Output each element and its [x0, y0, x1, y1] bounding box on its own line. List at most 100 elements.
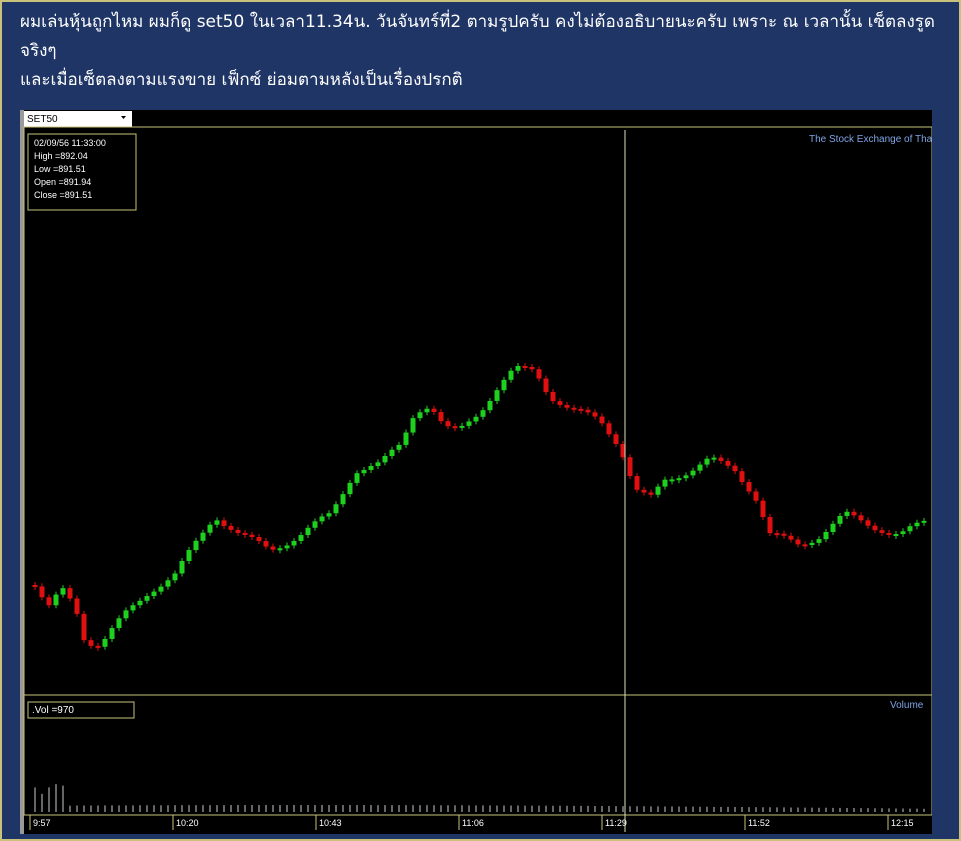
post-line: ผมเล่นหุ้นถูกไหม ผมก็ดู set50 ในเวลา11.3…: [20, 12, 935, 61]
candle: [312, 521, 318, 528]
candle: [620, 443, 626, 458]
candle: [46, 597, 52, 606]
candle: [592, 412, 598, 417]
candle: [732, 465, 738, 472]
candle: [802, 544, 808, 547]
candle: [781, 533, 787, 536]
candle: [599, 416, 605, 424]
candle: [613, 434, 619, 444]
candle: [158, 586, 164, 592]
candle: [907, 526, 913, 532]
candle: [900, 531, 906, 535]
candle: [718, 457, 724, 461]
candle: [662, 479, 668, 487]
candle: [53, 594, 59, 606]
candle: [634, 476, 640, 490]
candle: [865, 520, 871, 526]
post-line: และเมื่อเซ็ตลงตามแรงขาย เฟ็กซ์ ย่อมตามหล…: [20, 70, 463, 90]
candle: [473, 416, 479, 422]
candle: [494, 390, 500, 401]
candle: [354, 473, 360, 483]
candle: [130, 605, 136, 611]
candle: [193, 540, 199, 551]
candle: [39, 586, 45, 598]
info-box: [27, 133, 137, 211]
candle: [627, 457, 633, 477]
candle: [32, 585, 38, 587]
candle: [536, 369, 542, 379]
candle: [109, 628, 115, 639]
candle: [424, 408, 430, 413]
candle: [277, 548, 283, 551]
candle: [746, 482, 752, 492]
candle: [291, 540, 297, 546]
candle: [242, 532, 248, 535]
candle: [81, 613, 87, 641]
candle: [837, 515, 843, 524]
candle: [200, 532, 206, 541]
candle: [676, 478, 682, 481]
candle: [228, 525, 234, 530]
candle: [508, 370, 514, 380]
candle: [641, 489, 647, 493]
candle: [767, 517, 773, 534]
candle: [263, 541, 269, 547]
candle: [879, 530, 885, 533]
candle: [823, 531, 829, 540]
candle: [774, 533, 780, 536]
candle: [249, 534, 255, 538]
watermark: The Stock Exchange of Tha: [809, 134, 932, 145]
candle: [410, 418, 416, 433]
vol-box: [27, 701, 135, 719]
candle: [221, 520, 227, 526]
time-label: 10:43: [319, 818, 342, 828]
vol-info: .Vol =970: [32, 705, 74, 716]
candle: [361, 469, 367, 474]
candle: [102, 638, 108, 647]
candle: [816, 539, 822, 543]
candle: [165, 580, 171, 587]
candle: [270, 546, 276, 550]
candle: [578, 408, 584, 411]
candle: [403, 432, 409, 445]
time-label: 11:29: [605, 818, 627, 828]
candle: [788, 535, 794, 540]
candle: [123, 610, 129, 619]
candle: [697, 464, 703, 471]
candle: [886, 532, 892, 535]
candle: [914, 522, 920, 527]
candle: [305, 527, 311, 536]
candle: [872, 525, 878, 531]
candle: [116, 618, 122, 629]
candle: [389, 449, 395, 457]
symbol: SET50: [27, 114, 58, 125]
symbol-dropdown[interactable]: [24, 111, 132, 127]
candle: [648, 492, 654, 495]
candle: [739, 471, 745, 483]
candle: [186, 550, 192, 562]
candle: [704, 458, 710, 465]
candle: [396, 444, 402, 450]
candle: [683, 475, 689, 479]
time-label: 11:06: [462, 818, 484, 828]
candle: [347, 482, 353, 495]
candle: [459, 425, 465, 428]
candle: [809, 542, 815, 546]
volume-title: Volume: [890, 700, 924, 711]
time-label: 11:52: [748, 818, 770, 828]
candle: [60, 588, 66, 595]
info-line: Open =891.94: [34, 177, 91, 187]
left-edge: [20, 110, 24, 834]
candle: [95, 645, 101, 648]
info-line: Close =891.51: [34, 190, 92, 200]
candle: [795, 539, 801, 545]
candle: [445, 421, 451, 427]
candle: [452, 426, 458, 429]
candle: [466, 421, 472, 426]
candle: [284, 545, 290, 549]
time-label: 10:20: [176, 818, 199, 828]
candle: [921, 520, 927, 523]
candle: [172, 573, 178, 581]
time-label: 9:57: [33, 818, 51, 828]
